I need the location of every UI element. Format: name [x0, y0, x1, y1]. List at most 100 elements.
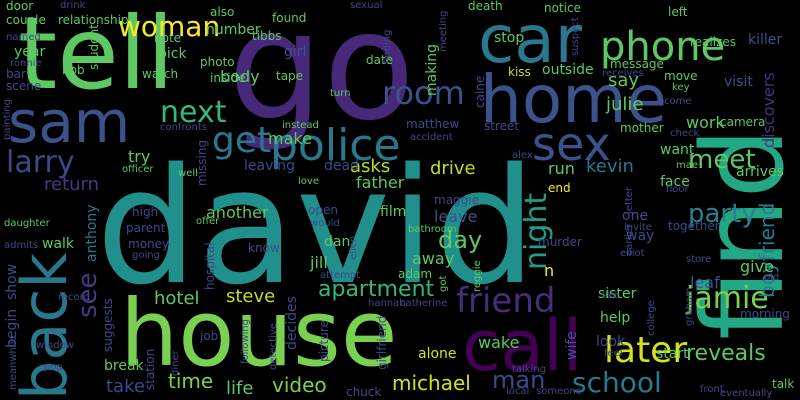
word-old: old: [764, 272, 779, 283]
word-detective: detective: [268, 323, 279, 370]
word-station: station: [143, 349, 157, 390]
word-stop: stop: [494, 30, 524, 46]
word-note: note: [154, 31, 181, 45]
word-also: also: [210, 5, 234, 19]
word-woman: woman: [118, 10, 220, 43]
word-window: window: [36, 340, 74, 351]
word-camera: camera: [720, 115, 765, 129]
word-pop: pop: [44, 362, 63, 373]
word-daughter: daughter: [4, 218, 51, 229]
word-film: film: [380, 204, 406, 220]
word-jill: jill: [309, 253, 328, 272]
word-arrives: arrives: [736, 164, 784, 180]
word-father: father: [356, 173, 405, 192]
word-walk: walk: [42, 236, 75, 252]
word-ellen: ellen: [348, 236, 359, 260]
word-know: know: [248, 241, 280, 255]
word-making: making: [424, 44, 440, 96]
word-turn: turn: [330, 88, 351, 99]
word-bob: bob: [62, 63, 85, 77]
word-sister: sister: [598, 286, 637, 302]
word-reggie: reggie: [472, 260, 483, 292]
word-body: body: [220, 67, 260, 86]
word-relationship: relationship: [58, 13, 129, 27]
word-come: come: [664, 96, 692, 107]
word-tibbs: tibbs: [252, 29, 282, 43]
word-make: make: [268, 129, 312, 148]
word-floor: floor: [666, 184, 690, 195]
word-discovers: discovers: [759, 72, 778, 148]
word-school: school: [572, 366, 662, 399]
word-parent: parent: [126, 221, 166, 235]
word-drive: drive: [430, 158, 476, 179]
word-letter: letter: [624, 186, 635, 214]
word-next: next: [160, 95, 227, 130]
word-picture: picture: [317, 320, 331, 362]
word-party: party: [688, 199, 757, 229]
word-away: away: [412, 249, 454, 268]
word-money: money: [128, 237, 169, 251]
word-outside: outside: [542, 62, 594, 78]
word-feel: feel: [604, 348, 623, 359]
word-end: end: [548, 181, 571, 195]
word-receives: receives: [602, 68, 644, 79]
word-drink: drink: [60, 0, 86, 11]
word-adam: adam: [398, 267, 432, 281]
word-face: face: [660, 174, 690, 190]
word-bar: bar: [6, 67, 26, 81]
word-meanwhile: meanwhile: [8, 335, 19, 390]
word-wake: wake: [478, 333, 519, 352]
word-inside: inside: [210, 71, 246, 85]
word-look: look: [596, 334, 626, 350]
word-message: message: [610, 57, 664, 71]
word-earlier: earlier: [624, 223, 635, 256]
word-girl: girl: [284, 44, 306, 60]
word-hospital: hospital: [203, 242, 217, 290]
word-home: home: [480, 61, 667, 138]
word-student: student: [87, 24, 101, 70]
word-talking: talking: [512, 364, 546, 375]
word-later: later: [604, 330, 687, 371]
word-leave: leave: [434, 207, 477, 226]
word-tape: tape: [276, 69, 303, 83]
word-scene: scene: [6, 79, 41, 93]
word-girlfriend: girlfriend: [375, 316, 389, 370]
word-man: man: [492, 366, 545, 394]
word-kiss: kiss: [508, 65, 531, 79]
word-dan: dan: [324, 234, 350, 250]
word-boyfriend: boyfriend: [755, 203, 779, 298]
word-asks: asks: [350, 156, 390, 177]
word-alone: alone: [418, 346, 457, 362]
word-store: store: [686, 254, 711, 265]
word-see: see: [73, 272, 103, 318]
word-high: high: [132, 205, 158, 219]
word-invite: invite: [624, 222, 652, 233]
word-work: work: [686, 113, 725, 132]
word-suggests: suggests: [101, 298, 115, 352]
word-friend: friend: [456, 281, 555, 321]
word-steve: steve: [226, 286, 275, 307]
word-decides: decides: [284, 296, 300, 350]
word-named: named: [6, 32, 41, 43]
word-left: left: [668, 5, 688, 19]
word-anthony: anthony: [84, 204, 100, 262]
word-check: check: [670, 128, 699, 139]
word-love: love: [298, 176, 319, 187]
word-like: like: [602, 290, 619, 301]
word-date: date: [366, 53, 393, 67]
word-apartment: apartment: [318, 277, 435, 302]
word-couple: couple: [6, 13, 46, 27]
word-hotel: hotel: [154, 288, 200, 309]
word-accident: accident: [410, 132, 453, 143]
word-instead: instead: [282, 120, 319, 131]
word-give: give: [740, 257, 774, 276]
word-help: help: [600, 310, 630, 326]
word-diner: diner: [170, 349, 181, 376]
word-elliot: elliot: [620, 248, 645, 259]
word-photo: photo: [200, 55, 235, 69]
word-video: video: [272, 373, 327, 397]
word-take: take: [106, 376, 145, 397]
word-kevin: kevin: [586, 156, 634, 177]
word-matthew: matthew: [406, 117, 459, 131]
